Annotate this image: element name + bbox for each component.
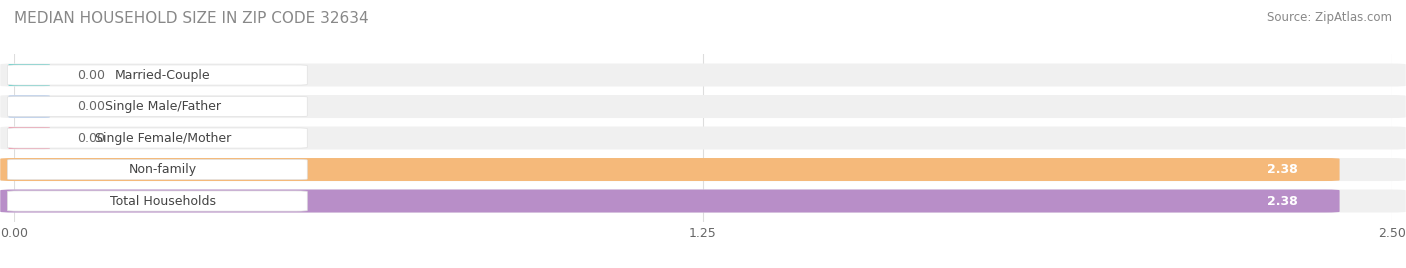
Text: Total Households: Total Households — [110, 195, 217, 207]
Text: 0.00: 0.00 — [77, 132, 105, 144]
Text: Source: ZipAtlas.com: Source: ZipAtlas.com — [1267, 11, 1392, 24]
Text: Non-family: Non-family — [129, 163, 197, 176]
FancyBboxPatch shape — [7, 128, 308, 148]
FancyBboxPatch shape — [0, 189, 1340, 213]
Text: 2.38: 2.38 — [1267, 195, 1298, 207]
Text: Married-Couple: Married-Couple — [115, 69, 211, 81]
FancyBboxPatch shape — [0, 158, 1406, 181]
FancyBboxPatch shape — [0, 126, 1406, 150]
FancyBboxPatch shape — [7, 96, 308, 117]
Text: 0.00: 0.00 — [77, 100, 105, 113]
FancyBboxPatch shape — [7, 191, 308, 211]
Text: 0.00: 0.00 — [77, 69, 105, 81]
FancyBboxPatch shape — [7, 65, 308, 85]
FancyBboxPatch shape — [0, 64, 1406, 87]
Text: MEDIAN HOUSEHOLD SIZE IN ZIP CODE 32634: MEDIAN HOUSEHOLD SIZE IN ZIP CODE 32634 — [14, 11, 368, 26]
FancyBboxPatch shape — [8, 127, 49, 149]
FancyBboxPatch shape — [8, 64, 49, 86]
FancyBboxPatch shape — [0, 158, 1340, 181]
FancyBboxPatch shape — [7, 159, 308, 180]
Text: Single Female/Mother: Single Female/Mother — [94, 132, 231, 144]
FancyBboxPatch shape — [0, 189, 1406, 213]
FancyBboxPatch shape — [8, 95, 49, 118]
Text: Single Male/Father: Single Male/Father — [105, 100, 221, 113]
Text: 2.38: 2.38 — [1267, 163, 1298, 176]
FancyBboxPatch shape — [0, 95, 1406, 118]
